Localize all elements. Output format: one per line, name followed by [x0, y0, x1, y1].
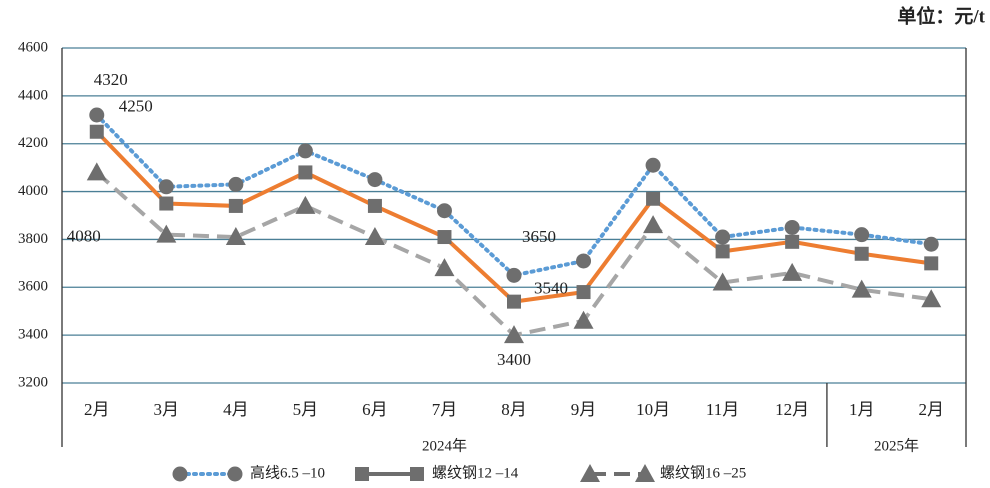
x-tick-label: 6月: [362, 400, 388, 419]
data-point: [156, 224, 177, 243]
series-line: [94, 113, 934, 278]
data-point: [712, 272, 733, 291]
x-tick-label: 3月: [154, 400, 180, 419]
y-tick-label: 3200: [18, 374, 48, 390]
data-point: [437, 230, 452, 245]
data-label: 3540: [534, 279, 568, 298]
data-point: [89, 124, 104, 139]
data-point: [225, 227, 246, 246]
data-label: 3650: [522, 227, 556, 246]
x-tick-label: 10月: [636, 400, 670, 419]
legend-label: 螺纹钢12 –14: [432, 464, 519, 481]
data-point: [298, 165, 313, 180]
series-line: [95, 170, 932, 338]
legend-marker: [410, 467, 424, 481]
legend-marker: [580, 464, 600, 482]
data-point: [854, 227, 870, 243]
x-tick-label: 1月: [849, 400, 875, 419]
data-point: [921, 289, 942, 308]
data-point: [504, 325, 524, 344]
data-point: [507, 294, 521, 309]
x-tick-label: 12月: [775, 400, 809, 419]
data-point: [576, 285, 591, 300]
data-point: [785, 234, 800, 249]
data-point: [924, 256, 939, 271]
legend-marker: [355, 467, 369, 481]
data-point: [89, 107, 105, 123]
data-label: 3400: [497, 350, 531, 369]
unit-label: 单位：元/t: [897, 4, 985, 27]
data-point: [367, 198, 382, 213]
legend-label: 螺纹钢16 –25: [660, 464, 746, 481]
data-point: [646, 191, 661, 206]
data-point: [434, 258, 455, 277]
y-tick-label: 3400: [18, 327, 48, 343]
y-tick-label: 4000: [18, 183, 48, 199]
x-tick-label: 2月: [918, 400, 944, 419]
group-label: 2025年: [874, 437, 919, 454]
legend-marker: [172, 466, 188, 482]
data-point: [851, 279, 872, 298]
legend-label: 高线6.5 –10: [250, 464, 325, 481]
data-point: [86, 162, 107, 181]
data-point: [364, 227, 385, 246]
x-tick-label: 8月: [501, 400, 527, 419]
x-tick-label: 4月: [223, 400, 249, 419]
data-point: [228, 176, 244, 192]
data-point: [576, 253, 592, 269]
data-label: 4250: [119, 97, 153, 116]
y-tick-label: 4400: [18, 87, 48, 103]
x-tick-label: 9月: [571, 400, 597, 419]
data-point: [782, 262, 803, 281]
data-point: [923, 236, 939, 252]
x-tick-label: 11月: [706, 400, 739, 419]
data-point: [854, 246, 869, 261]
x-tick-label: 2月: [84, 400, 110, 419]
data-point: [715, 229, 731, 245]
data-point: [158, 179, 174, 195]
y-tick-label: 3800: [18, 231, 48, 247]
data-label: 4320: [94, 70, 128, 89]
group-label: 2024年: [422, 437, 467, 454]
data-point: [228, 198, 243, 213]
data-point: [295, 195, 316, 214]
data-point: [506, 267, 522, 283]
data-point: [573, 310, 594, 329]
data-point: [159, 196, 174, 211]
data-point: [643, 215, 664, 234]
legend-marker: [635, 464, 655, 482]
x-tick-label: 5月: [293, 400, 319, 419]
y-tick-label: 4200: [18, 135, 48, 151]
data-label: 4080: [67, 226, 101, 245]
y-tick-label: 4600: [18, 39, 48, 55]
y-tick-label: 3600: [18, 279, 48, 295]
x-tick-label: 7月: [432, 400, 458, 419]
data-point: [436, 203, 452, 219]
data-point: [645, 157, 661, 173]
data-point: [367, 172, 383, 188]
data-point: [297, 143, 313, 159]
data-point: [715, 244, 730, 259]
legend-marker: [227, 466, 243, 482]
data-point: [784, 219, 800, 235]
